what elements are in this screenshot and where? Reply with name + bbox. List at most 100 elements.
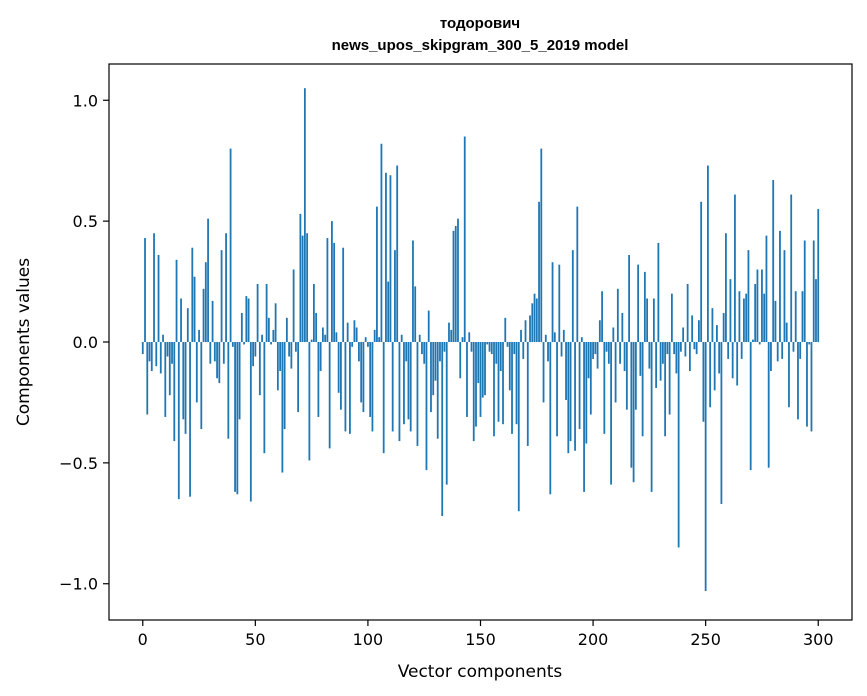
bar-175 [535,298,538,342]
bar-71 [301,235,304,342]
bar-83 [328,342,331,449]
y-tick-label: 0.5 [73,212,98,231]
bar-97 [360,342,363,403]
bar-243 [688,342,691,372]
bar-29 [207,218,209,342]
bar-216 [628,254,630,342]
bar-188 [565,342,567,401]
bar-141 [459,342,462,379]
bar-156 [493,342,495,437]
bar-182 [551,262,554,342]
bar-161 [504,317,507,342]
bar-64 [285,317,288,342]
bar-104 [376,206,378,342]
bar-240 [682,327,685,342]
bar-112 [394,250,396,342]
bar-231 [661,342,664,364]
bar-210 [614,342,617,403]
bar-247 [698,320,700,342]
bar-93 [351,342,354,347]
bar-147 [472,342,475,442]
bar-0 [141,342,144,355]
bar-189 [567,342,570,454]
bar-42 [236,342,239,495]
bar-159 [499,342,502,372]
bar-253 [711,308,714,342]
bar-234 [668,342,671,415]
bar-39 [229,148,232,342]
bar-117 [405,342,408,362]
bar-194 [578,342,581,430]
bar-199 [589,342,592,415]
bar-62 [281,342,284,473]
bar-214 [623,342,626,372]
bar-69 [297,342,300,413]
x-axis-ticks: 0 50 100 150 200 250 300 [138,620,834,649]
bar-114 [398,342,401,442]
bar-174 [533,293,536,342]
bar-3 [148,342,151,362]
bar-95 [355,327,358,342]
bar-150 [479,342,482,417]
bar-166 [515,342,518,425]
bar-34 [218,342,221,384]
bar-167 [517,342,520,512]
bar-103 [373,329,376,342]
bar-90 [344,342,347,432]
bar-259 [725,233,727,342]
bar-66 [290,342,293,369]
bar-162 [506,342,509,347]
bar-145 [468,332,471,342]
x-tick-label: 100 [353,630,384,649]
bar-298 [812,240,815,342]
bar-113 [396,165,399,342]
x-tick-label: 150 [465,630,496,649]
bar-154 [488,342,491,352]
bar-237 [675,342,678,374]
bar-179 [544,334,547,342]
bar-26 [200,342,203,430]
bar-213 [621,312,624,342]
bar-151 [481,342,484,398]
bar-168 [520,329,522,342]
bar-47 [247,298,250,342]
bar-16 [177,342,180,500]
bar-49 [252,342,254,367]
bar-160 [502,342,504,425]
bar-266 [740,342,743,359]
bar-127 [427,310,430,342]
bar-212 [619,342,621,364]
bar-58 [272,329,275,342]
bar-46 [245,296,248,342]
bar-124 [421,342,423,355]
bar-21 [189,342,191,497]
bar-77 [315,312,318,342]
bar-68 [294,342,297,352]
bar-230 [659,342,662,381]
bar-106 [380,143,383,342]
bar-13 [171,342,173,364]
bar-85 [333,242,336,342]
bar-200 [592,342,594,359]
bar-163 [508,342,511,391]
bar-171 [526,342,529,446]
bar-228 [655,342,658,388]
bar-78 [317,342,320,417]
bar-255 [716,325,718,342]
bar-15 [175,259,178,342]
bar-170 [524,320,527,342]
bar-252 [709,342,712,408]
bar-204 [601,291,603,342]
x-tick-label: 250 [690,630,721,649]
bar-177 [540,148,543,342]
bar-125 [423,342,426,364]
bar-22 [191,247,194,342]
bar-32 [213,342,216,362]
bar-221 [639,342,642,376]
bar-209 [612,327,615,342]
bar-233 [666,342,669,355]
bar-197 [585,342,588,444]
bar-54 [263,342,266,454]
bar-187 [562,329,565,342]
